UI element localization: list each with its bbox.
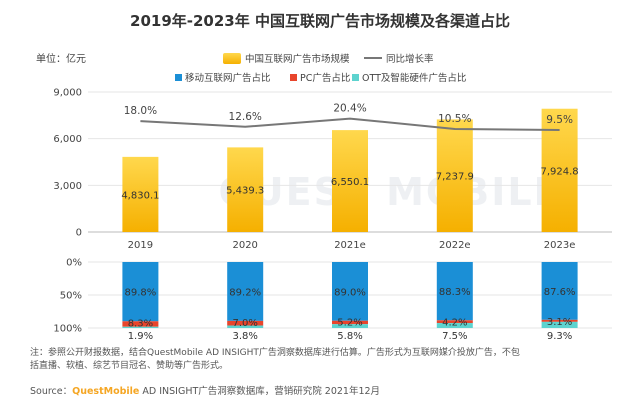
- source-text: Source：QuestMobile AD INSIGHT广告洞察数据库，营销研…: [30, 385, 380, 397]
- top-x-axis: 2019 2020 2021e 2022e 2023e: [128, 240, 576, 251]
- legend-label-mobile: 移动互联网广告占比: [185, 72, 271, 84]
- ott-share-bar: [227, 325, 264, 328]
- share-legend: 移动互联网广告占比 PC广告占比 OTT及智能硬件广告占比: [175, 72, 466, 84]
- legend-swatch-market-size: [223, 53, 241, 64]
- note-line-2: 括直播、软植、综艺节目冠名、赞助等广告形式。: [30, 359, 228, 371]
- market-size-value-label: 6,550.1: [331, 177, 369, 188]
- pc-share-label: 7.0%: [232, 318, 257, 329]
- legend-swatch-ott: [352, 74, 359, 81]
- mobile-share-bar: [332, 262, 368, 321]
- watermark: QUEST MOBILE: [218, 170, 561, 214]
- ott-share-bar: [436, 323, 473, 328]
- mobile-share-label: 89.8%: [125, 288, 157, 299]
- legend-label-market-size: 中国互联网广告市场规模: [245, 53, 350, 65]
- mobile-share-bar: [122, 262, 159, 322]
- growth-rate-label: 9.5%: [546, 114, 573, 126]
- growth-rate-label: 12.6%: [229, 111, 262, 123]
- ott-share-label: 1.9%: [128, 331, 153, 342]
- ott-share-label: 9.3%: [547, 331, 572, 342]
- ott-share-label: 5.8%: [337, 331, 362, 342]
- ott-share-label: 3.8%: [232, 331, 257, 342]
- x-tick-label: 2020: [232, 240, 257, 251]
- market-size-bar: [227, 147, 264, 232]
- note-line-1: 注：参照公开财报数据，结合QuestMobile AD INSIGHT广告洞察数…: [30, 346, 520, 358]
- ott-share-bar: [122, 326, 159, 328]
- bottom-y-tick-label: 0%: [66, 258, 82, 269]
- market-size-value-label: 5,439.3: [226, 186, 264, 197]
- market-size-bar: [436, 119, 473, 232]
- x-tick-label: 2022e: [439, 240, 471, 251]
- ott-share-label: 7.5%: [442, 331, 467, 342]
- growth-rate-label: 20.4%: [333, 103, 366, 115]
- bottom-y-tick-label: 100%: [53, 324, 82, 335]
- chart-title: 2019年-2023年 中国互联网广告市场规模及各渠道占比: [130, 12, 510, 30]
- top-y-tick-label: 9,000: [53, 88, 82, 99]
- share-bars: [122, 262, 578, 328]
- legend-swatch-mobile: [175, 74, 182, 81]
- pc-share-label: 5.2%: [337, 318, 362, 329]
- x-tick-label: 2023e: [544, 240, 576, 251]
- share-value-labels: 89.8% 8.3% 1.9% 89.2% 7.0% 3.8% 89.0% 5.2% 5.8% 8…: [125, 287, 576, 342]
- growth-rate-label: 10.5%: [438, 113, 471, 125]
- pc-share-bar: [332, 320, 368, 325]
- mobile-share-label: 88.3%: [439, 287, 471, 298]
- legend-swatch-pc: [290, 74, 297, 81]
- pc-share-label: 8.3%: [128, 318, 153, 329]
- top-y-tick-label: 6,000: [53, 134, 82, 145]
- x-tick-label: 2021e: [334, 240, 366, 251]
- top-legend: 中国互联网广告市场规模 同比增长率: [223, 53, 434, 65]
- pc-share-bar: [541, 319, 578, 322]
- pc-share-bar: [122, 321, 159, 327]
- mobile-share-label: 89.0%: [334, 287, 366, 298]
- mobile-share-bar: [436, 262, 473, 321]
- ott-share-bar: [332, 324, 368, 328]
- growth-rate-line: [140, 117, 560, 132]
- source-prefix: Source：: [30, 386, 72, 397]
- growth-line: [140, 117, 560, 132]
- source-brand: QuestMobile: [72, 386, 139, 397]
- mobile-share-bar: [227, 262, 264, 321]
- unit-label: 单位：亿元: [36, 52, 86, 65]
- top-y-axis: 0 3,000 6,000 9,000: [53, 88, 82, 239]
- mobile-share-label: 89.2%: [229, 287, 261, 298]
- top-y-tick-label: 0: [76, 228, 82, 239]
- source-rest: AD INSIGHT广告洞察数据库，营销研究院 2021年12月: [139, 385, 380, 397]
- market-size-value-label: 7,237.9: [436, 172, 474, 183]
- market-size-bar: [332, 130, 368, 232]
- legend-label-pc: PC广告占比: [300, 72, 350, 84]
- top-y-tick-label: 3,000: [53, 181, 82, 192]
- legend-label-ott: OTT及智能硬件广告占比: [362, 72, 466, 84]
- bottom-y-axis: 0% 50% 100%: [53, 258, 82, 335]
- top-bar-value-labels: 4,830.1 5,439.3 6,550.1 7,237.9 7,924.8: [121, 166, 578, 201]
- note-text: 注：参照公开财报数据，结合QuestMobile AD INSIGHT广告洞察数…: [30, 346, 523, 371]
- ott-share-bar: [541, 321, 578, 328]
- growth-labels: 18.0% 12.6% 20.4% 10.5% 9.5%: [124, 103, 573, 126]
- bottom-y-tick-label: 50%: [60, 291, 82, 302]
- market-size-bar: [122, 156, 159, 232]
- mobile-share-label: 87.6%: [544, 287, 576, 298]
- pc-share-label: 4.2%: [442, 317, 467, 328]
- pc-share-bar: [436, 320, 473, 324]
- legend-label-growth: 同比增长率: [386, 53, 434, 65]
- market-size-value-label: 7,924.8: [541, 166, 579, 177]
- pc-share-bar: [227, 320, 264, 326]
- mobile-share-bar: [541, 262, 578, 320]
- x-tick-label: 2019: [128, 240, 153, 251]
- growth-rate-label: 18.0%: [124, 105, 157, 117]
- market-size-value-label: 4,830.1: [121, 190, 159, 201]
- pc-share-label: 3.1%: [547, 317, 572, 328]
- top-bars: [122, 108, 578, 232]
